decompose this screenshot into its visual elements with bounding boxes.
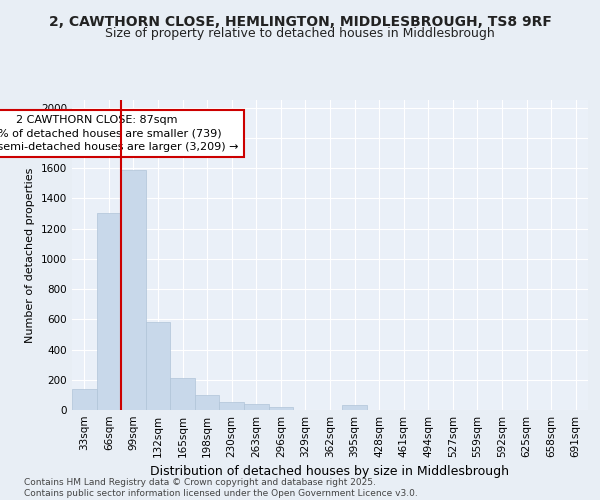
Bar [195, 395, 220, 410]
Bar [170, 378, 195, 410]
Bar [342, 406, 367, 410]
Bar [146, 322, 170, 410]
Text: Contains HM Land Registry data © Crown copyright and database right 2025.
Contai: Contains HM Land Registry data © Crown c… [24, 478, 418, 498]
X-axis label: Distribution of detached houses by size in Middlesbrough: Distribution of detached houses by size … [151, 466, 509, 478]
Text: 2 CAWTHORN CLOSE: 87sqm
← 19% of detached houses are smaller (739)
81% of semi-d: 2 CAWTHORN CLOSE: 87sqm ← 19% of detache… [0, 115, 238, 152]
Text: Size of property relative to detached houses in Middlesbrough: Size of property relative to detached ho… [105, 28, 495, 40]
Bar [97, 214, 121, 410]
Text: 2, CAWTHORN CLOSE, HEMLINGTON, MIDDLESBROUGH, TS8 9RF: 2, CAWTHORN CLOSE, HEMLINGTON, MIDDLESBR… [49, 15, 551, 29]
Y-axis label: Number of detached properties: Number of detached properties [25, 168, 35, 342]
Bar [121, 170, 146, 410]
Bar [220, 402, 244, 410]
Bar [244, 404, 269, 410]
Bar [269, 407, 293, 410]
Bar [72, 389, 97, 410]
